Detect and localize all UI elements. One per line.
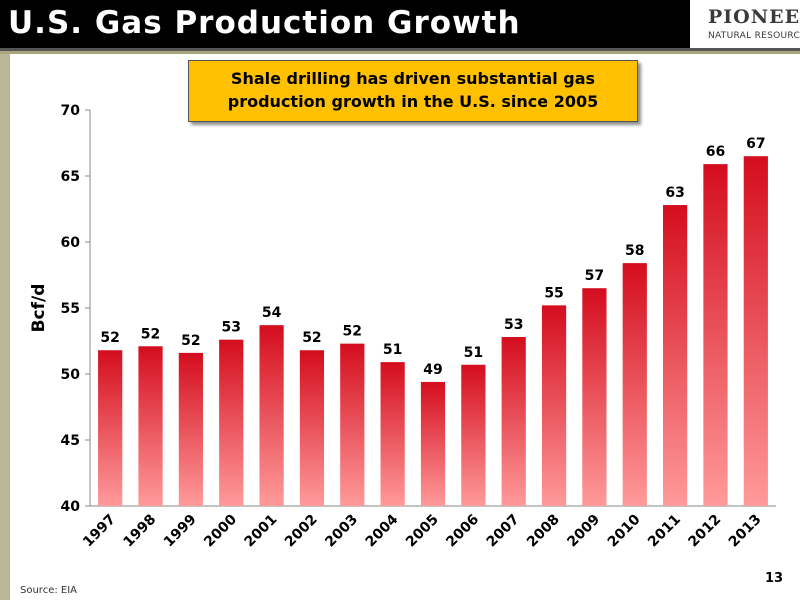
bar-2010 xyxy=(622,263,647,506)
value-label-2011: 63 xyxy=(665,185,684,201)
bar-2011 xyxy=(663,205,688,507)
callout-box: Shale drilling has driven substantial ga… xyxy=(188,60,638,122)
x-tick-label-2007: 2007 xyxy=(484,512,523,551)
bar-2006 xyxy=(461,364,486,506)
value-label-2003: 52 xyxy=(343,324,362,340)
bar-2000 xyxy=(219,339,244,506)
x-tick-label-2008: 2008 xyxy=(524,512,563,551)
title-bar xyxy=(0,0,690,48)
x-tick-label-2013: 2013 xyxy=(726,512,765,551)
callout-line-1: Shale drilling has driven substantial ga… xyxy=(230,69,596,88)
slide-title: U.S. Gas Production Growth xyxy=(8,5,521,41)
bar-2007 xyxy=(501,337,526,506)
bar-1997 xyxy=(98,350,123,506)
x-tick-label-2011: 2011 xyxy=(645,512,684,551)
bar-2002 xyxy=(299,350,325,506)
value-label-2010: 58 xyxy=(625,243,644,259)
y-tick-label: 60 xyxy=(61,235,81,251)
x-tick-label-2005: 2005 xyxy=(403,512,442,551)
y-tick-label: 45 xyxy=(61,433,80,449)
x-tick-label-2010: 2010 xyxy=(605,511,644,550)
value-label-2005: 49 xyxy=(423,362,442,378)
value-label-1999: 52 xyxy=(181,333,200,349)
logo-subtitle: NATURAL RESOURCES xyxy=(708,31,800,41)
callout-text: Shale drilling has driven substantial ga… xyxy=(189,67,637,113)
value-label-2006: 51 xyxy=(464,345,483,361)
value-label-2002: 52 xyxy=(302,330,321,346)
page-number: 13 xyxy=(765,571,784,586)
y-tick-label: 70 xyxy=(61,103,81,119)
bar-2008 xyxy=(541,305,567,506)
y-tick-label: 50 xyxy=(61,367,81,383)
bar-2004 xyxy=(380,362,405,506)
value-label-1997: 52 xyxy=(100,330,119,346)
x-tick-label-2002: 2002 xyxy=(282,512,321,551)
bar-2005 xyxy=(420,381,446,506)
x-tick-label-2003: 2003 xyxy=(322,512,361,551)
value-label-1998: 52 xyxy=(141,326,160,342)
y-tick-label: 55 xyxy=(61,301,80,317)
callout-line-2: production growth in the U.S. since 2005 xyxy=(227,92,599,111)
x-tick-label-2012: 2012 xyxy=(685,512,724,551)
x-tick-label-2001: 2001 xyxy=(242,512,281,551)
x-ticks: 1997 1998 1999 2000 2001 2002 2003 2004 2005 2006… xyxy=(80,511,765,550)
x-tick-label-1998: 1998 xyxy=(120,512,159,551)
y-axis-label: Bcf/d xyxy=(29,284,49,333)
y-tick-label: 40 xyxy=(61,499,81,515)
value-label-2001: 54 xyxy=(262,305,282,321)
bar-2001 xyxy=(259,325,284,506)
bar-2012 xyxy=(703,164,728,506)
value-label-2012: 66 xyxy=(706,144,725,160)
value-labels: 52 52 52 53 54 52 52 51 49 51 53 55 57 58 63 66 67 xyxy=(100,136,765,378)
value-label-2007: 53 xyxy=(504,317,523,333)
bar-2009 xyxy=(582,288,607,506)
x-tick-label-1997: 1997 xyxy=(80,512,119,551)
value-label-2013: 67 xyxy=(746,136,765,152)
x-tick-label-2009: 2009 xyxy=(564,512,603,551)
value-label-2000: 53 xyxy=(221,320,240,336)
value-label-2009: 57 xyxy=(585,268,604,284)
bars xyxy=(98,156,768,507)
y-tick-label: 65 xyxy=(61,169,80,185)
x-tick-label-2000: 2000 xyxy=(201,511,240,550)
bar-1999 xyxy=(178,352,203,506)
bar-1998 xyxy=(138,346,163,506)
x-tick-label-1999: 1999 xyxy=(161,512,200,551)
y-ticks: 40 45 50 55 60 65 70 xyxy=(61,103,90,515)
x-tick-label-2004: 2004 xyxy=(363,511,402,550)
header-divider-dark xyxy=(0,48,800,51)
logo-wordmark: PIONEER xyxy=(708,6,800,28)
logo-area xyxy=(690,0,800,48)
x-tick-label-2006: 2006 xyxy=(443,512,482,551)
bar-2013 xyxy=(743,156,768,506)
header-divider-olive xyxy=(0,51,800,54)
value-label-2004: 51 xyxy=(383,342,402,358)
bar-2003 xyxy=(340,343,365,506)
left-accent-bar xyxy=(0,54,10,600)
source-note: Source: EIA xyxy=(20,585,78,596)
value-label-2008: 55 xyxy=(544,285,563,301)
